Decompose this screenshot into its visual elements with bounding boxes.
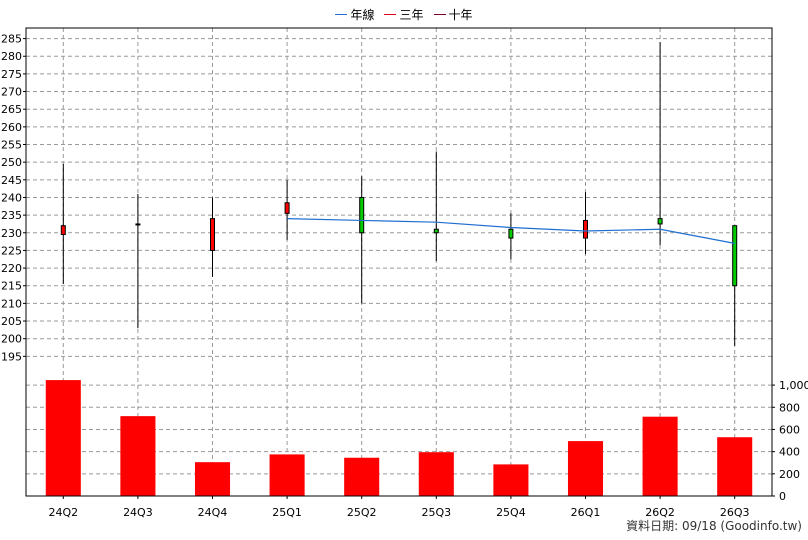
price-tick-label: 250 xyxy=(1,156,22,169)
price-tick-label: 230 xyxy=(1,227,22,240)
price-tick-label: 275 xyxy=(1,68,22,81)
volume-tick-label: 800 xyxy=(779,401,800,414)
volume-bar xyxy=(120,416,156,496)
volume-bar xyxy=(344,457,380,496)
candle-body xyxy=(508,228,514,239)
volume-bar xyxy=(642,416,678,496)
candle-body xyxy=(210,218,215,251)
price-tick-label: 225 xyxy=(1,244,22,257)
volume-tick-label: 0 xyxy=(779,490,786,503)
legend-swatch-three-year xyxy=(384,13,397,15)
volume-tick-label: 1,000 xyxy=(779,379,808,392)
x-tick-label: 24Q2 xyxy=(48,506,78,519)
volume-bar xyxy=(269,454,305,496)
candle-body xyxy=(583,219,588,239)
legend-item-three-year: 三年 xyxy=(384,6,424,23)
price-tick-label: 210 xyxy=(1,297,22,310)
volume-bar xyxy=(493,464,529,496)
price-tick-label: 240 xyxy=(1,191,22,204)
candle-body xyxy=(433,228,439,234)
candle-body xyxy=(135,223,141,226)
plot-frame xyxy=(25,27,773,497)
x-tick-label: 24Q4 xyxy=(198,506,228,519)
legend-swatch-ten-year xyxy=(433,13,446,15)
price-tick-label: 245 xyxy=(1,174,22,187)
legend-item-ten-year: 十年 xyxy=(433,6,473,23)
x-tick-label: 25Q2 xyxy=(347,506,377,519)
x-tick-label: 26Q3 xyxy=(720,506,750,519)
volume-tick-label: 200 xyxy=(779,468,800,481)
price-tick-label: 285 xyxy=(1,33,22,46)
price-tick-label: 220 xyxy=(1,262,22,275)
volume-bar xyxy=(45,380,81,496)
x-tick-label: 25Q3 xyxy=(421,506,451,519)
legend-swatch-annual xyxy=(335,13,348,15)
price-tick-label: 215 xyxy=(1,280,22,293)
price-tick-label: 195 xyxy=(1,350,22,363)
volume-bar xyxy=(194,462,231,496)
x-tick-label: 26Q2 xyxy=(645,506,675,519)
volume-bar xyxy=(567,441,604,496)
x-tick-label: 25Q1 xyxy=(272,506,302,519)
volume-bar xyxy=(418,452,454,496)
price-tick-label: 205 xyxy=(1,315,22,328)
price-tick-label: 280 xyxy=(1,50,22,63)
legend-label-ten-year: 十年 xyxy=(448,7,473,22)
legend-item-annual: 年線 xyxy=(335,6,374,23)
price-tick-label: 200 xyxy=(1,333,22,346)
volume-tick-label: 400 xyxy=(779,446,800,459)
chart-legend: 年線 三年 十年 xyxy=(0,4,808,24)
x-tick-label: 25Q4 xyxy=(496,506,526,519)
price-tick-label: 235 xyxy=(1,209,22,222)
data-date-footer: 資料日期: 09/18 (Goodinfo.tw) xyxy=(626,519,802,533)
candle-body xyxy=(284,202,290,214)
x-tick-label: 24Q3 xyxy=(123,506,153,519)
annual-line xyxy=(287,218,735,244)
legend-label-three-year: 三年 xyxy=(399,7,424,22)
candle-body xyxy=(657,218,663,225)
price-tick-label: 265 xyxy=(1,103,22,116)
price-tick-label: 260 xyxy=(1,121,22,134)
volume-bar xyxy=(717,437,753,496)
price-tick-label: 255 xyxy=(1,139,22,152)
legend-label-annual: 年線 xyxy=(350,7,375,22)
x-tick-label: 26Q1 xyxy=(571,506,601,519)
price-tick-label: 270 xyxy=(1,86,22,99)
candle-body xyxy=(60,225,66,236)
volume-tick-label: 600 xyxy=(779,423,800,436)
candle-body xyxy=(359,196,365,234)
candle-body xyxy=(732,225,738,287)
